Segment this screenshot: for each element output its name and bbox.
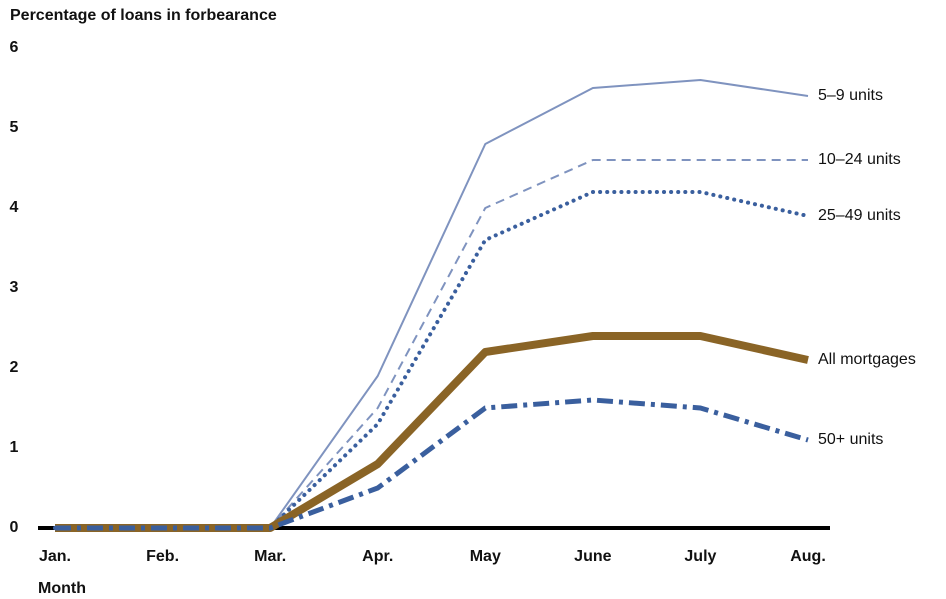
- x-tick-label: Feb.: [146, 548, 179, 565]
- x-tick-label: June: [574, 548, 611, 565]
- y-tick-label: 2: [10, 359, 19, 376]
- y-tick-label: 0: [10, 519, 19, 536]
- series-line: [55, 159, 808, 529]
- x-tick-label: Apr.: [362, 548, 393, 565]
- x-tick-label: July: [684, 548, 716, 565]
- series-label: 50+ units: [818, 431, 883, 448]
- x-axis-title: Month: [38, 580, 86, 597]
- series-label: 10–24 units: [818, 151, 901, 168]
- series-line: [53, 190, 810, 530]
- series-label: All mortgages: [818, 351, 916, 368]
- series-line: [55, 79, 809, 529]
- x-tick-label: May: [470, 548, 501, 565]
- y-tick-label: 4: [10, 199, 19, 216]
- x-tick-label: Jan.: [39, 548, 71, 565]
- series-label: 25–49 units: [818, 207, 901, 224]
- y-tick-label: 5: [10, 119, 19, 136]
- series-line: [55, 397, 809, 531]
- x-tick-label: Mar.: [254, 548, 286, 565]
- y-tick-label: 1: [10, 439, 19, 456]
- y-tick-label: 6: [10, 39, 19, 56]
- series-label: 5–9 units: [818, 87, 883, 104]
- y-tick-label: 3: [10, 279, 19, 296]
- x-tick-label: Aug.: [790, 548, 826, 565]
- y-axis-title: Percentage of loans in forbearance: [10, 7, 277, 24]
- series-line: [55, 332, 809, 532]
